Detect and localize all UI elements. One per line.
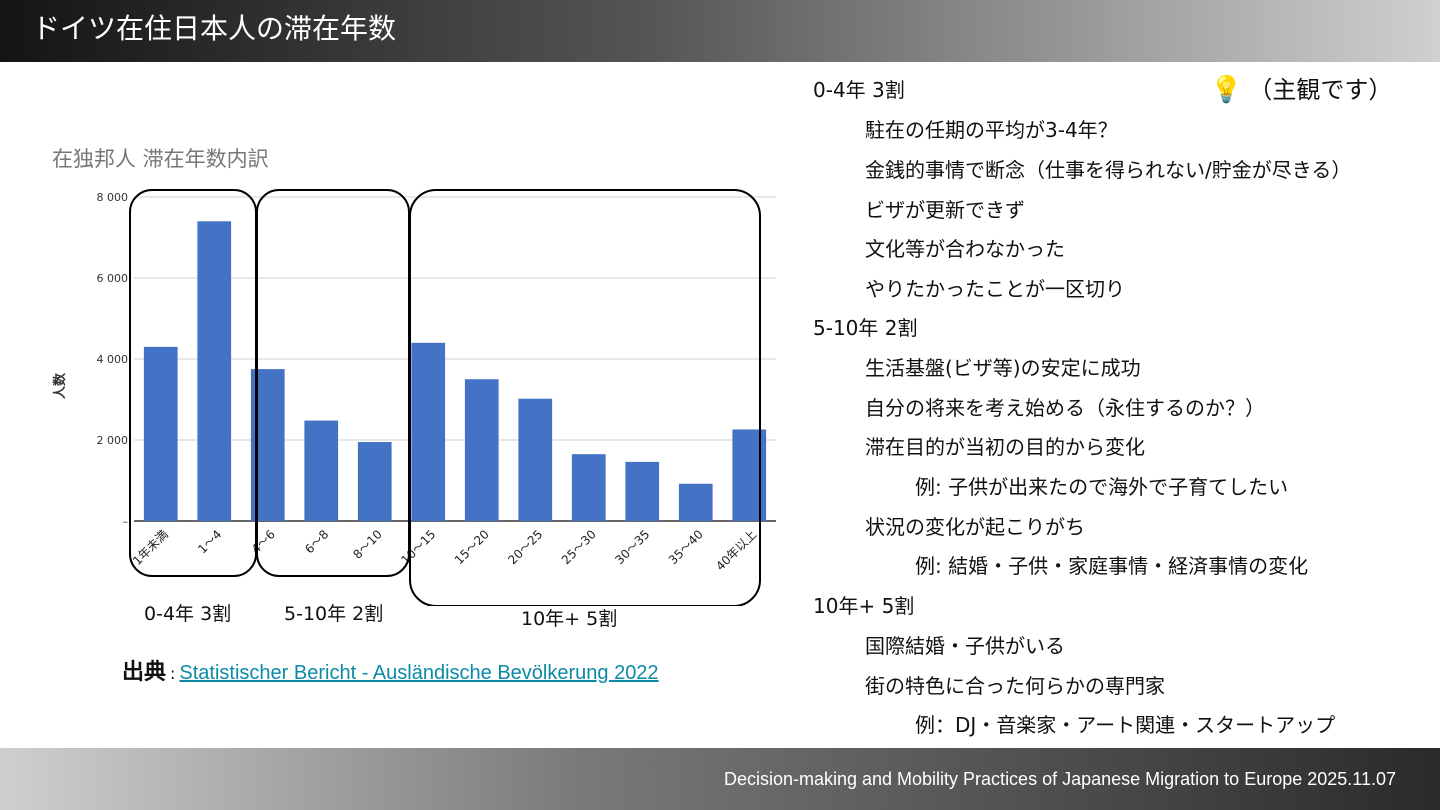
list-item: 金銭的事情で断念（仕事を得られない/貯金が尽きる） xyxy=(865,158,1352,182)
list-item: 生活基盤(ビザ等)の安定に成功 xyxy=(865,356,1141,380)
section-heading-0-4: 0-4年 3割 xyxy=(813,78,905,102)
x-tick-label: 8～10 xyxy=(350,527,385,562)
x-tick-label: 6～8 xyxy=(302,527,331,556)
y-axis-label: 人数 xyxy=(52,372,68,399)
bar-chart: 在独邦人 滞在年数内訳 人数 – 2 000 4 000 6 000 8 000 1年未… xyxy=(44,136,784,607)
y-tick-label: 4 000 xyxy=(97,353,129,366)
list-item: ビザが更新できず xyxy=(865,198,1025,222)
y-tick-label: – xyxy=(123,515,129,528)
gridlines xyxy=(134,196,776,522)
bar xyxy=(625,461,660,521)
lightbulb-icon: 💡 xyxy=(1210,75,1243,105)
list-item: 状況の変化が起こりがち xyxy=(865,515,1085,539)
y-tick-labels: – 2 000 4 000 6 000 8 000 xyxy=(97,191,129,528)
bar xyxy=(197,221,232,522)
list-item: 文化等が合わなかった xyxy=(865,237,1065,261)
x-tick-label: 40年以上 xyxy=(713,527,759,573)
subjective-note: 💡 （主観です） xyxy=(1210,70,1392,105)
bar xyxy=(518,398,553,521)
list-item: 駐在の任期の平均が3-4年？ xyxy=(865,118,1118,142)
chart-title: 在独邦人 滞在年数内訳 xyxy=(52,147,269,171)
x-tick-label: 35～40 xyxy=(666,527,706,567)
slide-title: ドイツ在住日本人の滞在年数 xyxy=(32,12,397,45)
footer-text: Decision-making and Mobility Practices o… xyxy=(723,769,1396,789)
list-example: 例: 子供が出来たので海外で子育てしたい xyxy=(915,475,1289,499)
bar xyxy=(571,454,606,521)
y-tick-label: 2 000 xyxy=(97,434,129,447)
bar xyxy=(357,442,392,521)
x-tick-label: 4～6 xyxy=(249,527,278,556)
footer-bar: Decision-making and Mobility Practices o… xyxy=(0,748,1440,810)
y-tick-label: 8 000 xyxy=(97,191,129,204)
bar xyxy=(732,429,767,521)
chart-svg: 在独邦人 滞在年数内訳 人数 – 2 000 4 000 6 000 8 000 1年未… xyxy=(52,147,776,607)
bars xyxy=(143,221,767,522)
section-heading-10-plus: 10年+ 5割 xyxy=(813,594,915,618)
bar xyxy=(411,342,446,521)
list-item: 国際結婚・子供がいる xyxy=(865,634,1065,658)
x-tick-label: 1年未満 xyxy=(130,527,171,568)
bar xyxy=(143,346,178,521)
x-tick-label: 1～4 xyxy=(195,527,224,556)
source-label: 出典 xyxy=(122,660,167,685)
list-example: 例：DJ・音楽家・アート関連・スタートアップ xyxy=(915,713,1336,737)
x-tick-label: 25～30 xyxy=(559,527,599,567)
y-tick-label: 6 000 xyxy=(97,272,129,285)
x-tick-label: 10～15 xyxy=(398,527,438,567)
note-text: （主観です） xyxy=(1248,76,1393,104)
list-item: 自分の将来を考え始める（永住するのか？） xyxy=(865,396,1265,420)
x-tick-label: 30～35 xyxy=(612,527,652,567)
x-tick-label: 15～20 xyxy=(452,527,492,567)
group-label-0-4: 0-4年 3割 xyxy=(144,603,232,625)
list-item: 滞在目的が当初の目的から変化 xyxy=(865,435,1145,459)
bar xyxy=(678,483,713,521)
list-item: 街の特色に合った何らかの専門家 xyxy=(865,674,1165,698)
title-bar: ドイツ在住日本人の滞在年数 xyxy=(0,0,1440,62)
source-link[interactable]: Statistischer Bericht - Ausländische Bev… xyxy=(179,662,659,684)
bar xyxy=(304,420,339,521)
group-label-5-10: 5-10年 2割 xyxy=(284,603,384,625)
section-heading-5-10: 5-10年 2割 xyxy=(813,316,918,340)
list-item: やりたかったことが一区切り xyxy=(865,277,1125,301)
list-example: 例: 結婚・子供・家庭事情・経済事情の変化 xyxy=(915,554,1309,578)
bar xyxy=(464,379,499,521)
source-separator: : xyxy=(170,664,176,683)
group-label-10-plus: 10年+ 5割 xyxy=(521,608,618,630)
source-line: 出典: Statistischer Bericht - Ausländische … xyxy=(122,654,659,686)
x-tick-label: 20～25 xyxy=(505,527,545,567)
x-tick-labels: 1年未満 1～4 4～6 6～8 8～10 10～15 15～20 20～25 25～30 30～… xyxy=(130,527,759,573)
